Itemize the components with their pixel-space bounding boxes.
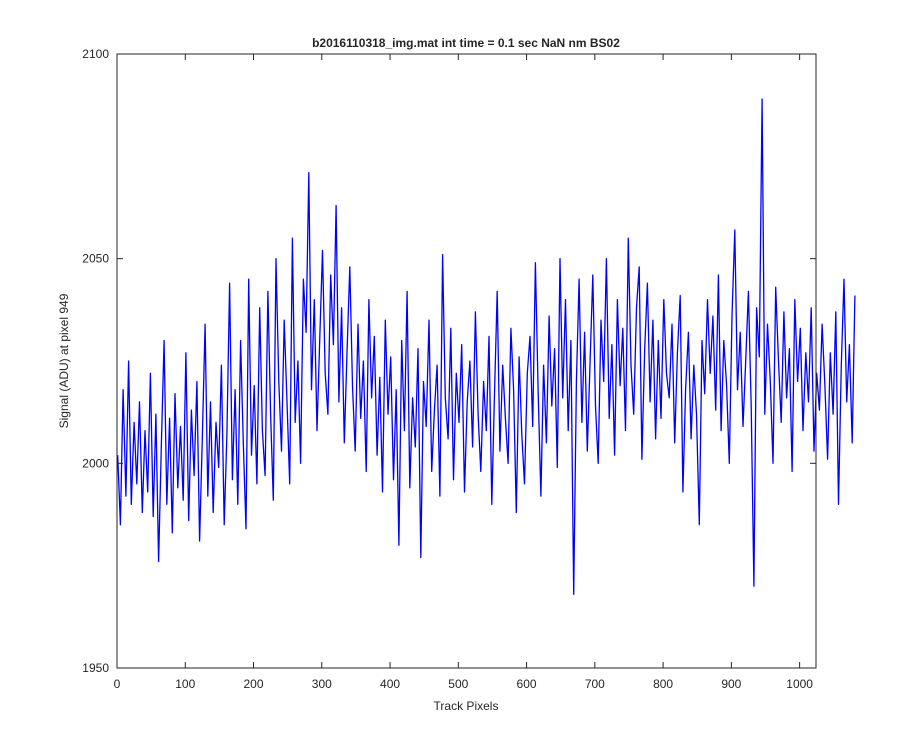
x-tick-label: 100 [175,677,195,691]
x-tick-label: 600 [517,677,537,691]
x-tick-label: 800 [653,677,673,691]
y-tick-label: 1950 [82,661,109,675]
y-tick-label: 2000 [82,456,109,470]
x-tick-label: 0 [114,677,121,691]
x-tick-label: 900 [721,677,741,691]
x-tick-label: 1000 [786,677,813,691]
x-tick-label: 200 [244,677,264,691]
x-ticks: 0 100 200 300 400 500 600 700 800 900 1000 [114,54,813,691]
x-tick-label: 700 [585,677,605,691]
axes-box [116,53,817,669]
x-tick-label: 500 [448,677,468,691]
y-tick-label: 2100 [82,47,109,61]
x-tick-label: 300 [312,677,332,691]
chart-title: b2016110318_img.mat int time = 0.1 sec N… [312,36,620,50]
series-layer [117,98,856,595]
plot-area [117,54,816,668]
y-ticks: 1950 2000 2050 2100 [82,47,816,675]
x-axis-label: Track Pixels [434,699,499,713]
series-line-0 [117,98,856,595]
y-axis-label: Signal (ADU) at pixel 949 [57,293,71,428]
y-tick-label: 2050 [82,252,109,266]
x-tick-label: 400 [380,677,400,691]
